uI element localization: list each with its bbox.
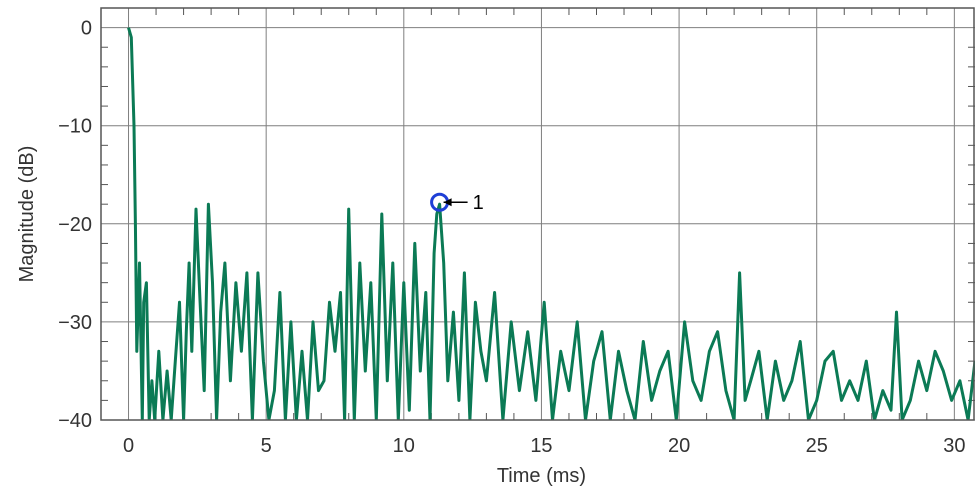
x-tick-labels: 0 5 10 15 20 25 30	[123, 435, 966, 457]
minor-ticks	[101, 8, 975, 420]
annotation-label: 1	[473, 192, 484, 214]
y-tick-label: −10	[58, 116, 92, 138]
annotation-layer: 1	[430, 192, 484, 214]
y-tick-label: 0	[81, 18, 92, 40]
plot-frame	[100, 7, 975, 421]
x-axis-label: Time (ms)	[497, 465, 586, 487]
y-tick-label: −20	[58, 214, 92, 236]
x-tick-label: 0	[123, 435, 134, 457]
x-tick-label: 10	[393, 435, 415, 457]
x-tick-label: 5	[261, 435, 272, 457]
grid-lines	[101, 8, 975, 421]
series-line	[127, 27, 975, 420]
y-tick-label: −30	[58, 312, 92, 334]
x-tick-label: 15	[530, 435, 552, 457]
x-tick-label: 20	[668, 435, 690, 457]
annotation-arrow-head	[443, 198, 452, 207]
y-tick-labels: 0 −10 −20 −30 −40	[58, 18, 92, 432]
y-tick-label: −40	[58, 410, 92, 432]
x-tick-label: 25	[806, 435, 828, 457]
x-tick-label: 30	[943, 435, 965, 457]
series-layer	[127, 27, 975, 420]
y-axis-label: Magnitude (dB)	[16, 146, 38, 283]
